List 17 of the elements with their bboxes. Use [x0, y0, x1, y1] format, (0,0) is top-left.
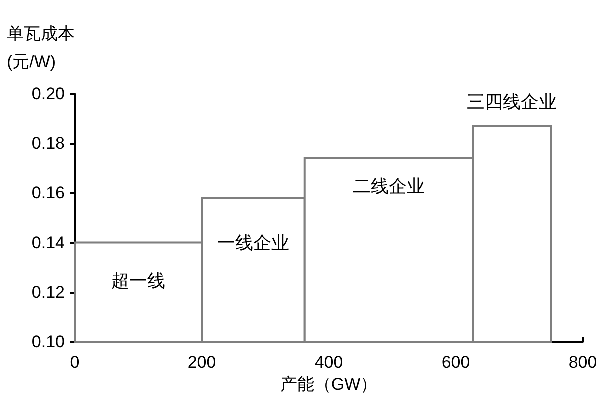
annotation: 三四线企业	[467, 92, 558, 112]
y-tick-label: 0.16	[32, 184, 65, 203]
annotation: 二线企业	[353, 176, 426, 196]
y-axis-title: 单瓦成本 (元/W)	[7, 24, 75, 72]
x-tick-label: 400	[314, 353, 344, 372]
y-tick-label: 0.10	[32, 332, 65, 352]
annotation: 一线企业	[217, 232, 290, 253]
annotation: 超一线	[112, 270, 166, 291]
x-tick-label: 800	[568, 353, 598, 372]
y-tick-label: 0.14	[32, 233, 65, 252]
y-tick-label: 0.18	[32, 134, 65, 154]
y-tick-label: 0.12	[32, 282, 65, 302]
y-tick-label: 0.20	[32, 84, 65, 104]
x-tick-label: 200	[188, 353, 216, 372]
x-tick-label: 0	[70, 353, 80, 372]
x-axis-title: 产能（GW）	[280, 374, 378, 394]
x-tick-label: 600	[442, 353, 470, 372]
